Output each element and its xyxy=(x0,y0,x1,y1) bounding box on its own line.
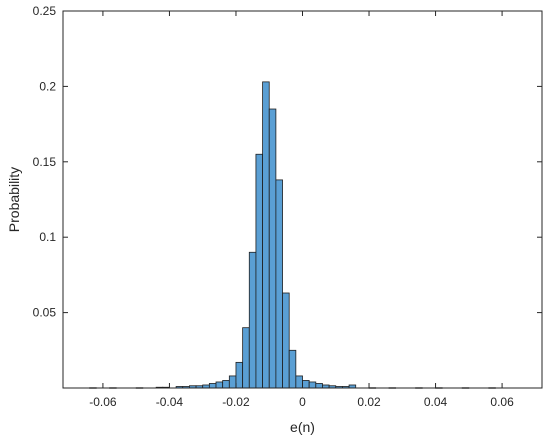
histogram-bars xyxy=(89,81,496,389)
histogram-bar xyxy=(222,380,230,389)
y-tick-label: 0.2 xyxy=(39,79,56,93)
y-axis-label: Probability xyxy=(6,167,22,232)
histogram-bar xyxy=(282,292,290,389)
histogram-bar xyxy=(235,361,244,389)
x-axis-label: e(n) xyxy=(290,419,315,435)
histogram-bar xyxy=(248,251,257,389)
x-tick-label: 0.02 xyxy=(357,395,381,409)
y-tick-label: 0.05 xyxy=(33,306,57,320)
y-tick-label: 0.25 xyxy=(33,4,57,18)
x-tick-label: -0.02 xyxy=(222,395,250,409)
x-axis-ticks: -0.06 -0.04 -0.02 0 0.02 0.04 0.06 xyxy=(89,11,514,409)
histogram-bar xyxy=(315,383,323,389)
plot-area-frame xyxy=(62,10,543,389)
x-tick-label: 0 xyxy=(299,395,306,409)
y-axis-ticks: 0.05 0.1 0.15 0.2 0.25 xyxy=(33,4,542,320)
histogram-bar xyxy=(215,381,224,389)
x-tick-label: 0.04 xyxy=(424,395,448,409)
histogram-bar xyxy=(242,327,250,389)
histogram-bar xyxy=(275,179,283,389)
x-tick-label: -0.04 xyxy=(156,395,184,409)
histogram-bar xyxy=(268,108,277,389)
histogram-bar xyxy=(295,375,303,389)
histogram-bar xyxy=(288,349,297,389)
x-tick-label: 0.06 xyxy=(490,395,514,409)
histogram-bar xyxy=(262,81,270,389)
histogram-bar xyxy=(308,381,317,389)
y-tick-label: 0.15 xyxy=(33,155,57,169)
y-tick-label: 0.1 xyxy=(39,230,56,244)
x-tick-label: -0.06 xyxy=(89,395,117,409)
histogram-bar xyxy=(228,375,237,389)
histogram-bar xyxy=(208,383,217,389)
histogram-bar xyxy=(302,380,310,389)
histogram-bar xyxy=(255,153,263,389)
